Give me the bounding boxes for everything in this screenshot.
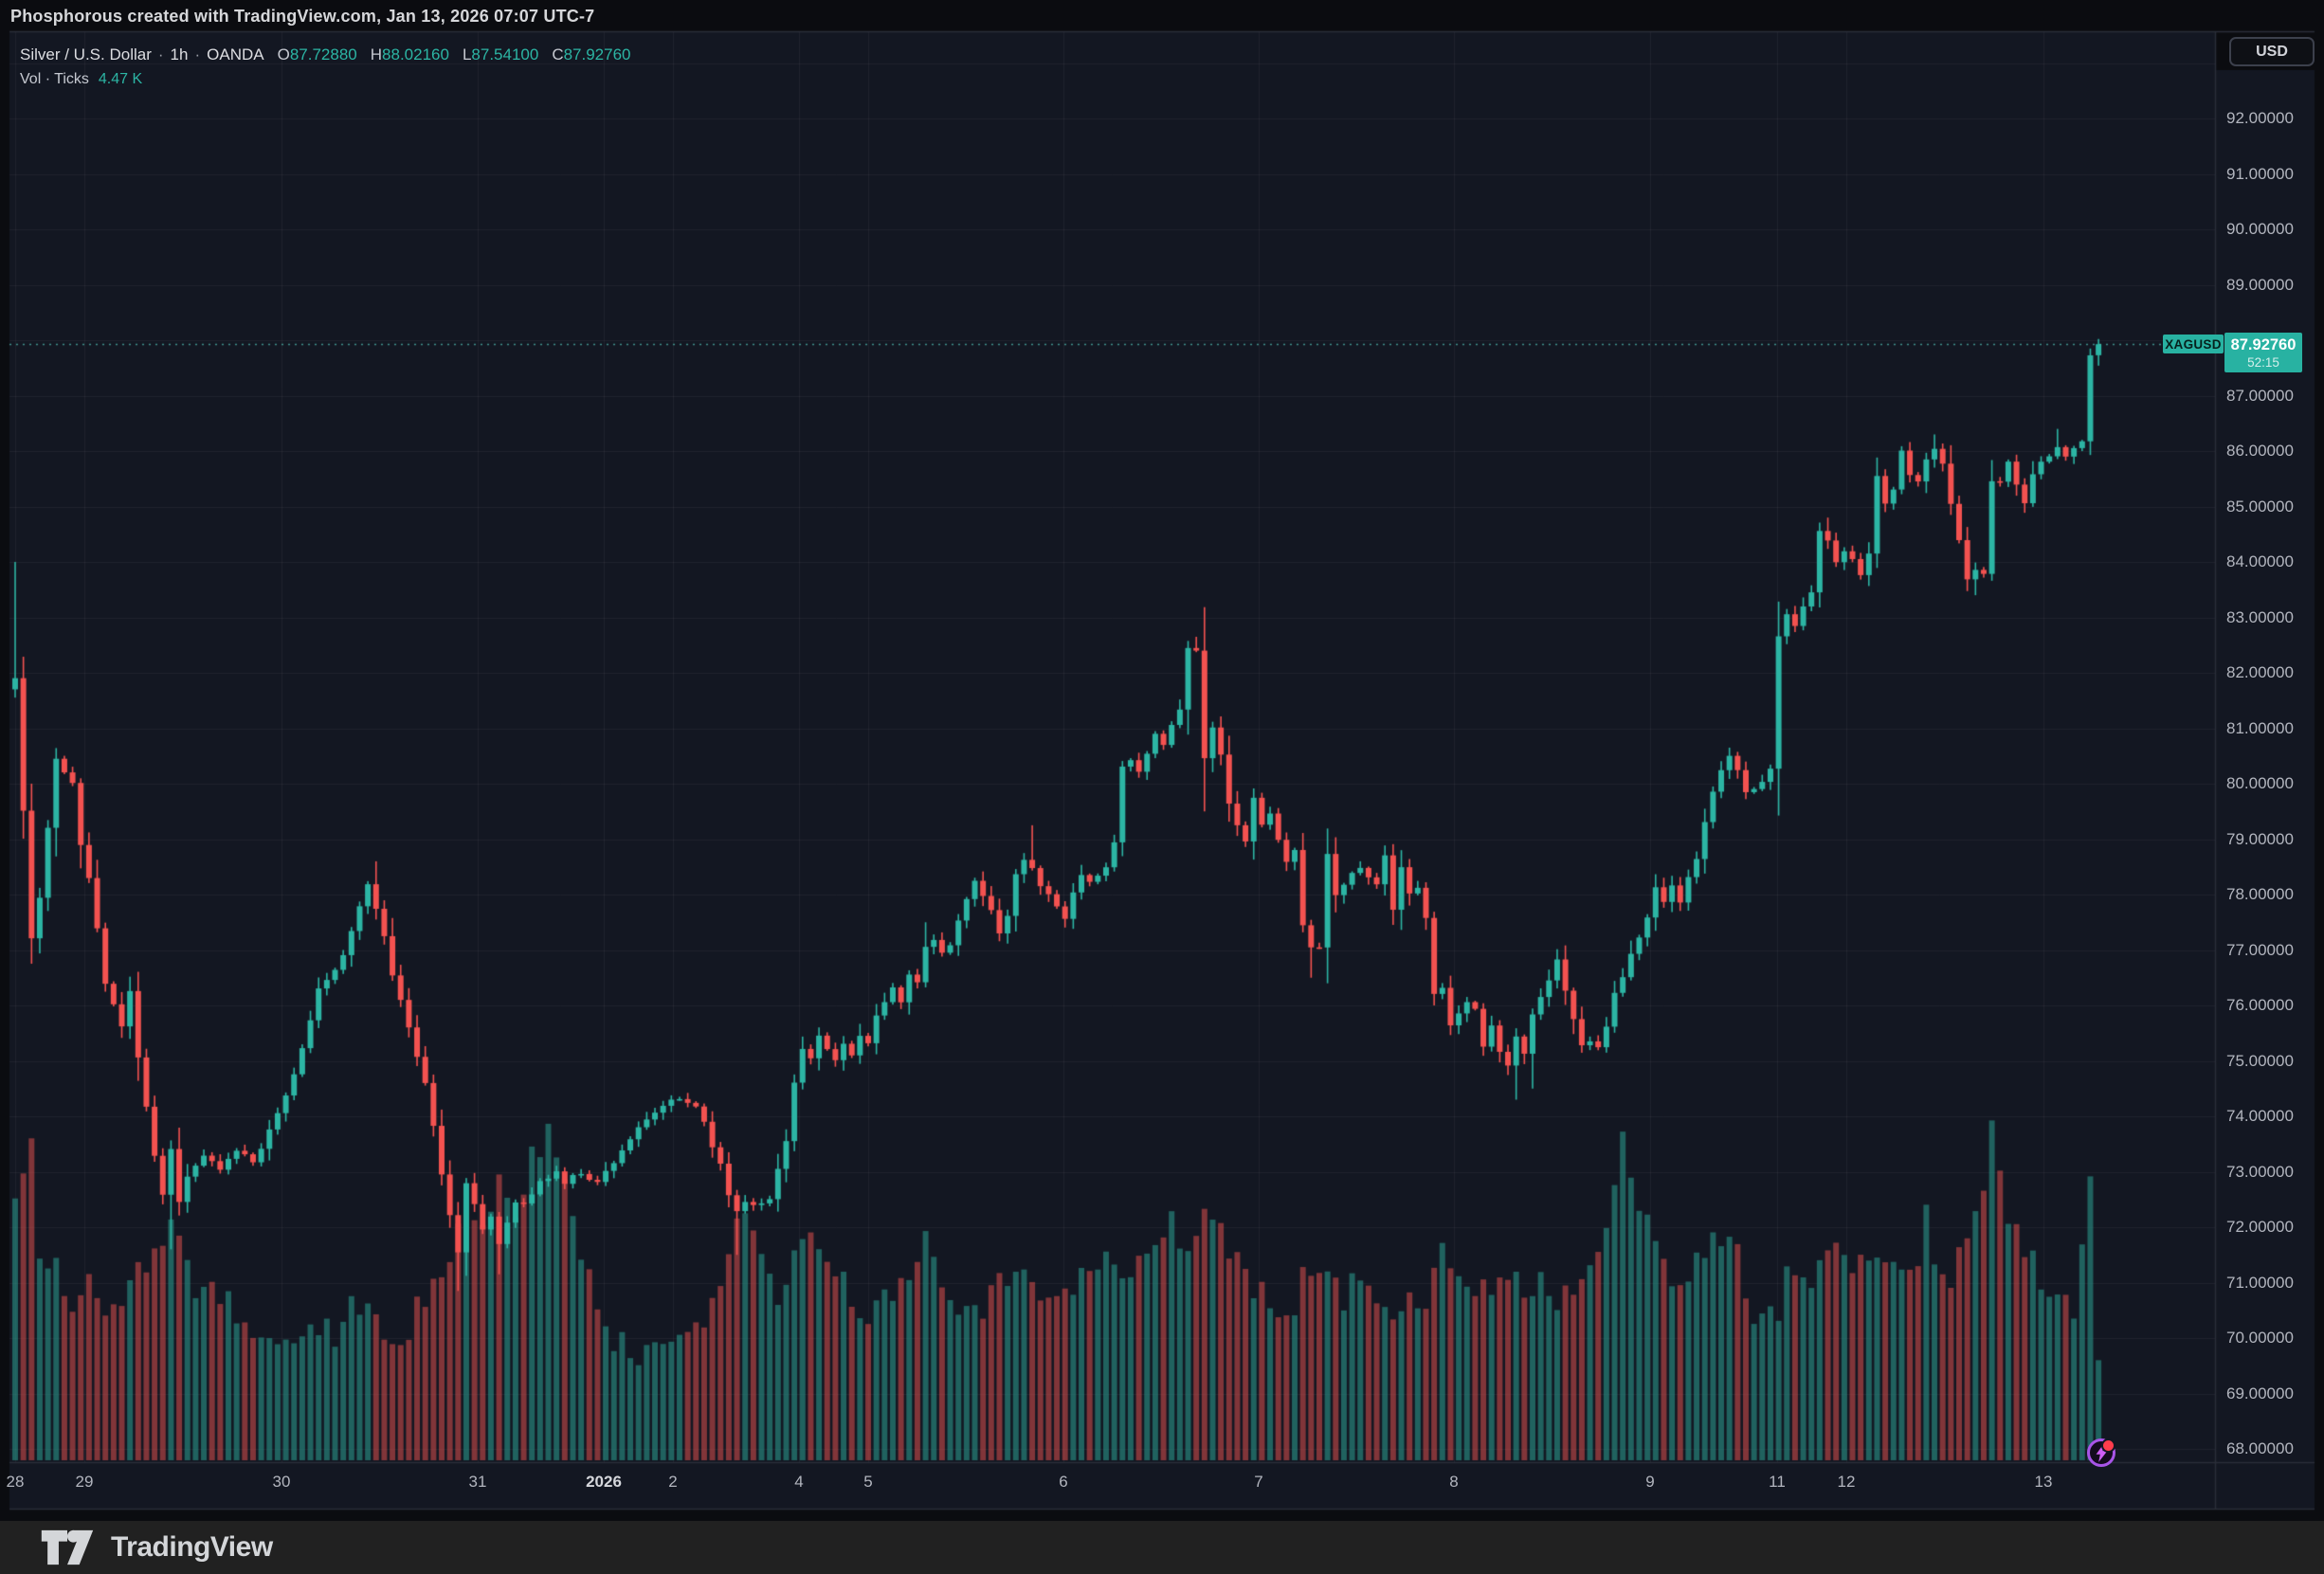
currency-toggle-button[interactable]: USD: [2229, 37, 2315, 66]
time-tick-label: 31: [468, 1473, 487, 1491]
lightning-bolt-icon: [2096, 1443, 2107, 1462]
last-price-value: 87.92760: [2230, 335, 2297, 353]
time-tick-label: 11: [1769, 1473, 1786, 1491]
price-tick-label: 73.00000: [2226, 1162, 2294, 1181]
price-axis[interactable]: 92.0000091.0000090.0000089.0000088.00000…: [2216, 31, 2324, 1462]
time-tick-label: 6: [1059, 1473, 1068, 1491]
price-tick-label: 69.00000: [2226, 1384, 2294, 1402]
time-tick-label: 28: [6, 1473, 25, 1491]
time-tick-label: 2: [668, 1473, 678, 1491]
price-tick-label: 82.00000: [2226, 663, 2294, 681]
price-tick-label: 83.00000: [2226, 607, 2294, 626]
notification-dot: [2101, 1438, 2115, 1453]
price-tick-label: 87.00000: [2226, 386, 2294, 405]
time-tick-label: 13: [2034, 1473, 2053, 1491]
time-tick-label: 8: [1449, 1473, 1459, 1491]
legend-separator: ·: [194, 45, 201, 63]
tradingview-logo-icon[interactable]: [40, 1529, 95, 1566]
price-tick-label: 72.00000: [2226, 1218, 2294, 1236]
price-tick-label: 85.00000: [2226, 497, 2294, 516]
low-value: L87.54100: [462, 45, 539, 63]
time-tick-label: 2026: [586, 1473, 622, 1491]
symbol-pill[interactable]: XAGUSD: [2163, 335, 2224, 353]
price-tick-label: 80.00000: [2226, 774, 2294, 792]
time-tick-label: 5: [863, 1473, 873, 1491]
price-tick-label: 71.00000: [2226, 1273, 2294, 1292]
price-tick-label: 75.00000: [2226, 1051, 2294, 1070]
quick-trade-button[interactable]: [2087, 1438, 2115, 1467]
attribution-text: Phosphorous created with TradingView.com…: [10, 7, 595, 26]
time-tick-label: 7: [1254, 1473, 1263, 1491]
close-value: C87.92760: [552, 45, 631, 63]
price-tick-label: 84.00000: [2226, 552, 2294, 570]
interval-label[interactable]: 1h: [170, 45, 189, 63]
price-tick-label: 89.00000: [2226, 275, 2294, 294]
tradingview-wordmark[interactable]: TradingView: [111, 1531, 273, 1563]
open-value: O87.72880: [277, 45, 357, 63]
time-tick-label: 12: [1837, 1473, 1856, 1491]
price-tick-label: 76.00000: [2226, 996, 2294, 1014]
time-tick-label: 29: [75, 1473, 94, 1491]
price-tick-label: 81.00000: [2226, 718, 2294, 737]
chart-legend: Silver / U.S. Dollar · 1h · OANDA O87.72…: [20, 45, 631, 88]
high-value: H88.02160: [370, 45, 449, 63]
last-price-badge[interactable]: 87.92760 52:15: [2224, 333, 2302, 372]
price-tick-label: 77.00000: [2226, 940, 2294, 959]
time-tick-label: 4: [794, 1473, 804, 1491]
price-tick-label: 90.00000: [2226, 220, 2294, 238]
legend-separator: ·: [157, 45, 164, 63]
price-tick-label: 92.00000: [2226, 109, 2294, 127]
exchange-label[interactable]: OANDA: [207, 45, 264, 63]
price-tick-label: 91.00000: [2226, 164, 2294, 183]
price-tick-label: 70.00000: [2226, 1329, 2294, 1347]
bar-countdown: 52:15: [2247, 354, 2279, 370]
time-tick-label: 9: [1645, 1473, 1655, 1491]
time-tick-label: 30: [272, 1473, 291, 1491]
volume-indicator-label[interactable]: Vol · Ticks: [20, 71, 89, 87]
price-tick-label: 79.00000: [2226, 829, 2294, 848]
time-axis[interactable]: 28 29 30 31 2026 2 4 5 6 7 8 9 11 12 13: [0, 1463, 2324, 1509]
volume-value: 4.47 K: [98, 71, 143, 87]
price-tick-label: 68.00000: [2226, 1439, 2294, 1457]
bottom-bar: TradingView: [0, 1521, 2324, 1574]
symbol-title[interactable]: Silver / U.S. Dollar: [20, 45, 152, 63]
price-tick-label: 86.00000: [2226, 442, 2294, 460]
price-tick-label: 78.00000: [2226, 885, 2294, 903]
price-tick-label: 74.00000: [2226, 1107, 2294, 1125]
